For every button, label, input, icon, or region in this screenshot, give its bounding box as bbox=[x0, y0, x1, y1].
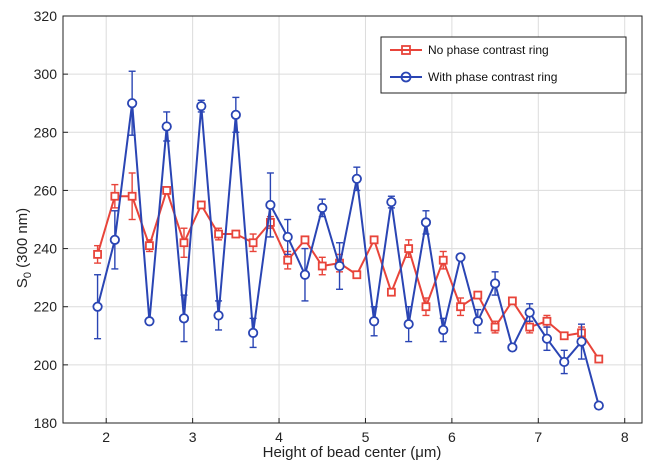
legend-box bbox=[380, 36, 627, 94]
data-point bbox=[248, 327, 259, 338]
legend-marker-no-ring bbox=[401, 45, 411, 55]
data-point bbox=[214, 229, 223, 239]
data-point bbox=[162, 186, 172, 195]
legend-label-no-ring: No phase contrast ring bbox=[428, 43, 549, 57]
x-tick-label: 2 bbox=[102, 429, 110, 445]
legend-label-with-ring: With phase contrast ring bbox=[428, 70, 557, 84]
data-point bbox=[110, 191, 120, 201]
data-point bbox=[386, 287, 396, 297]
data-point bbox=[593, 400, 604, 411]
data-point bbox=[386, 196, 397, 208]
data-point bbox=[455, 252, 466, 263]
data-point bbox=[576, 336, 587, 347]
data-point bbox=[369, 235, 379, 245]
data-point bbox=[93, 249, 102, 259]
x-tick-label: 7 bbox=[534, 429, 542, 445]
data-point bbox=[317, 261, 327, 271]
data-point bbox=[351, 173, 362, 184]
data-point bbox=[507, 342, 518, 353]
data-point bbox=[473, 290, 483, 300]
series-with-phase-contrast-ring bbox=[92, 70, 604, 411]
data-point bbox=[230, 109, 241, 120]
data-point bbox=[472, 316, 483, 327]
data-point bbox=[248, 238, 258, 248]
data-point bbox=[161, 121, 172, 132]
data-point bbox=[559, 356, 570, 368]
data-point bbox=[283, 255, 293, 265]
data-point bbox=[559, 331, 569, 341]
data-point bbox=[525, 322, 535, 332]
data-point bbox=[594, 354, 604, 364]
y-tick-label: 200 bbox=[34, 357, 58, 373]
x-tick-label: 6 bbox=[448, 429, 456, 445]
data-point bbox=[542, 316, 552, 326]
data-point bbox=[92, 301, 103, 312]
data-point bbox=[507, 296, 517, 306]
y-axis-title: S0 (300 nm) bbox=[14, 208, 34, 288]
data-point bbox=[456, 302, 465, 312]
y-tick-label: 220 bbox=[34, 299, 58, 315]
x-tick-label: 4 bbox=[275, 429, 283, 445]
data-point bbox=[300, 235, 310, 245]
y-tick-label: 260 bbox=[34, 182, 58, 198]
data-point bbox=[109, 234, 120, 245]
data-point bbox=[403, 319, 414, 330]
data-point bbox=[352, 270, 362, 280]
data-point bbox=[369, 316, 380, 327]
x-axis-title: Height of bead center (μm) bbox=[263, 444, 442, 461]
data-point bbox=[490, 322, 500, 332]
series-layer bbox=[92, 70, 604, 411]
legend-marker-with-ring bbox=[400, 71, 412, 83]
data-point bbox=[317, 202, 328, 213]
data-point bbox=[541, 333, 553, 344]
data-point bbox=[196, 101, 207, 112]
data-point bbox=[127, 98, 138, 109]
data-point bbox=[438, 324, 449, 336]
x-tick-label: 8 bbox=[621, 429, 629, 445]
data-point bbox=[213, 310, 224, 321]
data-point bbox=[231, 229, 241, 239]
data-point bbox=[489, 278, 501, 289]
x-tick-label: 5 bbox=[362, 429, 370, 445]
data-point bbox=[178, 313, 190, 324]
data-point bbox=[421, 302, 431, 312]
data-point bbox=[282, 231, 293, 243]
y-tick-label: 240 bbox=[34, 241, 58, 257]
data-point bbox=[265, 199, 276, 211]
tick-labels: 2 3 4 5 6 7 8 180 200 220 240 260 280 300 320 bbox=[34, 8, 629, 445]
data-point bbox=[420, 217, 432, 228]
series-line bbox=[96, 102, 600, 406]
plot-frame bbox=[62, 15, 643, 424]
y-tick-label: 280 bbox=[34, 124, 58, 140]
data-point bbox=[179, 238, 189, 248]
data-point bbox=[299, 269, 311, 280]
data-point bbox=[404, 244, 414, 253]
y-tick-label: 300 bbox=[34, 66, 58, 82]
y-tick-label: 180 bbox=[34, 415, 58, 431]
data-point bbox=[438, 255, 448, 265]
data-point bbox=[196, 200, 206, 210]
data-point bbox=[145, 241, 154, 251]
data-point bbox=[334, 260, 345, 272]
x-tick-label: 3 bbox=[189, 429, 197, 445]
data-point bbox=[127, 191, 137, 201]
data-point bbox=[144, 316, 155, 327]
y-tick-label: 320 bbox=[34, 8, 58, 24]
legend: No phase contrast ring With phase contra… bbox=[380, 36, 627, 94]
data-point bbox=[524, 307, 535, 318]
